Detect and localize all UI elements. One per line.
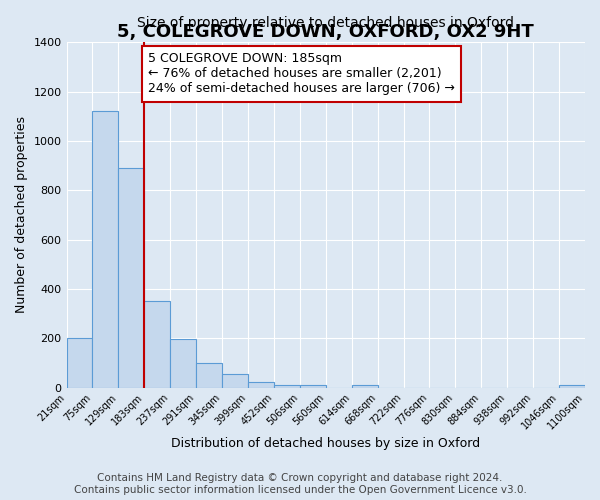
Text: Contains HM Land Registry data © Crown copyright and database right 2024.
Contai: Contains HM Land Registry data © Crown c… — [74, 474, 526, 495]
Bar — [559, 385, 585, 388]
Bar — [118, 168, 145, 388]
X-axis label: Distribution of detached houses by size in Oxford: Distribution of detached houses by size … — [171, 437, 481, 450]
Bar — [67, 338, 92, 388]
Bar — [145, 302, 170, 388]
Text: Size of property relative to detached houses in Oxford: Size of property relative to detached ho… — [137, 16, 514, 30]
Bar — [352, 384, 377, 388]
Bar — [300, 385, 326, 388]
Bar — [196, 363, 222, 388]
Y-axis label: Number of detached properties: Number of detached properties — [15, 116, 28, 314]
Text: 5 COLEGROVE DOWN: 185sqm
← 76% of detached houses are smaller (2,201)
24% of sem: 5 COLEGROVE DOWN: 185sqm ← 76% of detach… — [148, 52, 455, 96]
Bar — [170, 340, 196, 388]
Bar — [274, 384, 300, 388]
Bar — [92, 112, 118, 388]
Title: 5, COLEGROVE DOWN, OXFORD, OX2 9HT: 5, COLEGROVE DOWN, OXFORD, OX2 9HT — [118, 23, 534, 41]
Bar — [248, 382, 274, 388]
Bar — [222, 374, 248, 388]
